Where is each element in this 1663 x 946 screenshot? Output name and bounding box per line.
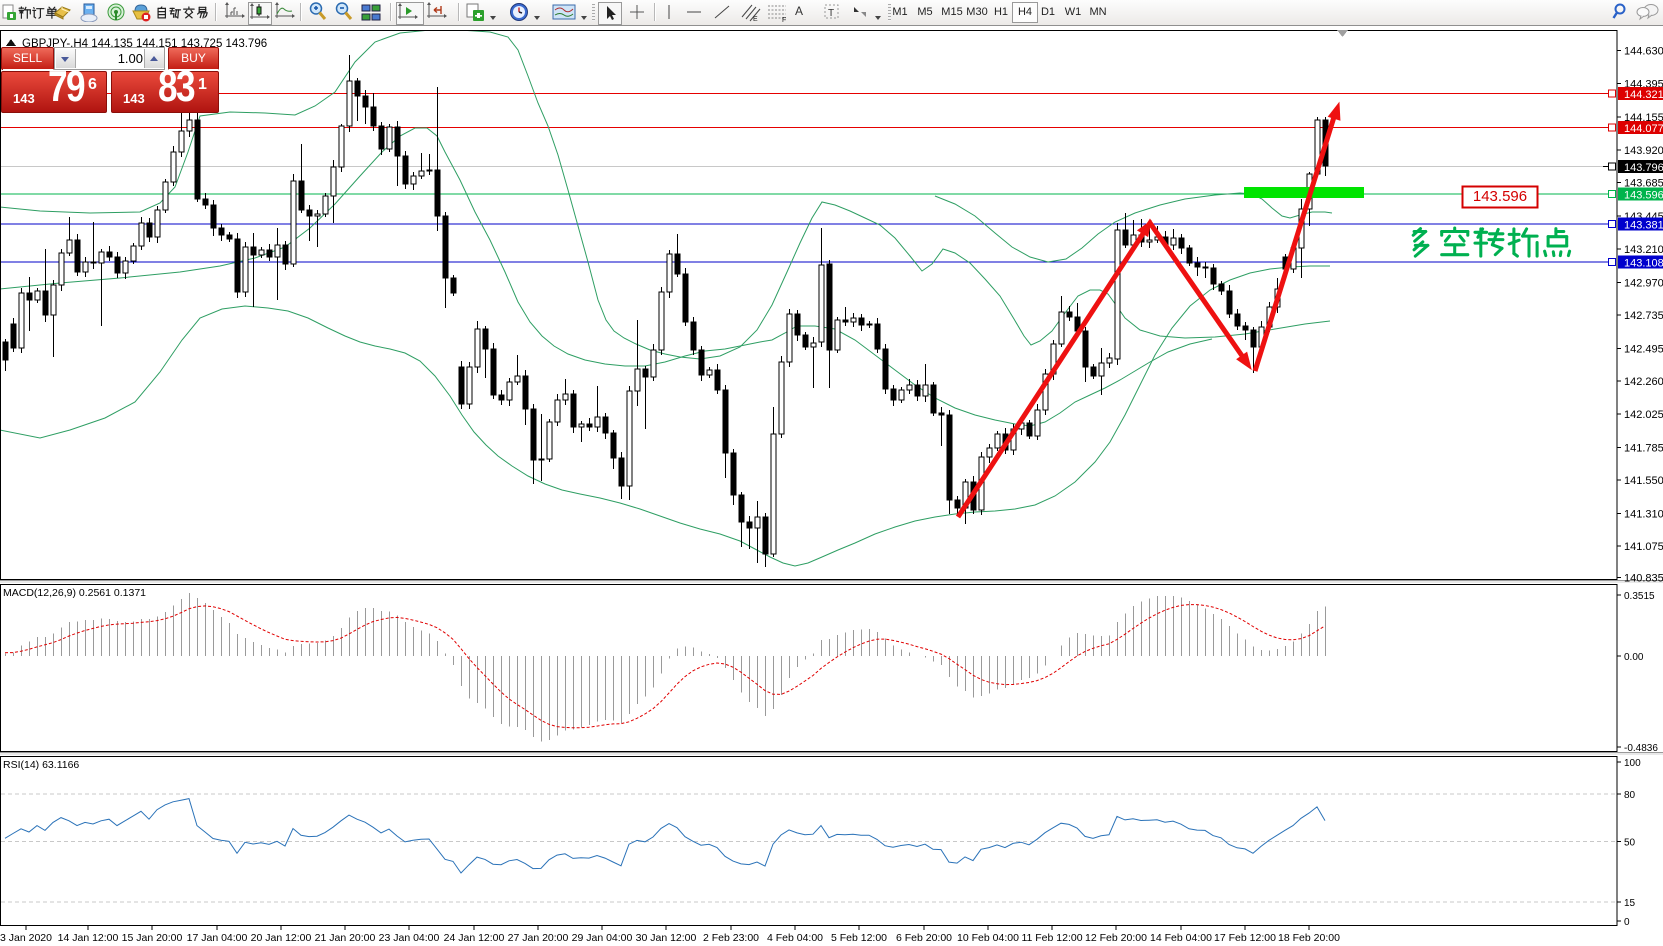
svg-text:17 Jan 04:00: 17 Jan 04:00 [187,932,248,944]
svg-text:E: E [753,16,758,23]
svg-text:27 Jan 20:00: 27 Jan 20:00 [508,932,569,944]
svg-text:21 Jan 20:00: 21 Jan 20:00 [315,932,376,944]
svg-text:18 Feb 20:00: 18 Feb 20:00 [1278,932,1340,944]
svg-text:143.920: 143.920 [1624,145,1663,157]
svg-text:143.596: 143.596 [1624,190,1663,202]
svg-text:80: 80 [1624,790,1636,801]
svg-text:3 Jan 2020: 3 Jan 2020 [0,932,52,944]
svg-text:0: 0 [1624,917,1630,928]
svg-text:RSI(14) 63.1166: RSI(14) 63.1166 [3,759,79,771]
svg-text:2 Feb 23:00: 2 Feb 23:00 [703,932,759,944]
svg-text:142.970: 142.970 [1624,277,1663,289]
svg-text:142.025: 142.025 [1624,409,1663,421]
svg-text:29 Jan 04:00: 29 Jan 04:00 [572,932,633,944]
svg-text:141.310: 141.310 [1624,508,1663,520]
svg-text:141.075: 141.075 [1624,541,1663,553]
svg-text:144.630: 144.630 [1624,45,1663,57]
svg-text:144.077: 144.077 [1624,123,1663,135]
svg-text:141.785: 141.785 [1624,442,1663,454]
svg-text:14 Feb 04:00: 14 Feb 04:00 [1150,932,1212,944]
svg-text:17 Feb 12:00: 17 Feb 12:00 [1214,932,1276,944]
svg-text:14 Jan 12:00: 14 Jan 12:00 [58,932,119,944]
svg-text:0.00: 0.00 [1624,652,1644,663]
svg-text:20 Jan 12:00: 20 Jan 12:00 [251,932,312,944]
svg-text:140.835: 140.835 [1624,573,1663,585]
svg-text:141.550: 141.550 [1624,475,1663,487]
svg-text:143.796: 143.796 [1624,162,1663,174]
svg-text:143.596: 143.596 [1473,188,1527,205]
svg-text:143.108: 143.108 [1624,258,1663,270]
svg-text:0.3515: 0.3515 [1624,591,1655,602]
svg-text:5 Feb 12:00: 5 Feb 12:00 [831,932,887,944]
svg-text:11 Feb 12:00: 11 Feb 12:00 [1021,932,1082,944]
svg-text:4 Feb 04:00: 4 Feb 04:00 [767,932,823,944]
svg-text:50: 50 [1624,838,1636,849]
svg-text:142.735: 142.735 [1624,310,1663,322]
svg-text:100: 100 [1624,758,1641,769]
svg-text:T: T [828,8,834,19]
svg-text:143.381: 143.381 [1624,220,1663,232]
svg-text:142.495: 142.495 [1624,344,1663,356]
svg-text:143.685: 143.685 [1624,178,1663,190]
svg-text:24 Jan 12:00: 24 Jan 12:00 [444,932,505,944]
svg-text:-0.4836: -0.4836 [1624,743,1658,754]
svg-text:15 Jan 20:00: 15 Jan 20:00 [122,932,183,944]
svg-text:143.210: 143.210 [1624,244,1663,256]
svg-text:23 Jan 04:00: 23 Jan 04:00 [379,932,440,944]
svg-text:144.321: 144.321 [1624,89,1663,101]
svg-text:6 Feb 20:00: 6 Feb 20:00 [896,932,952,944]
svg-text:10 Feb 04:00: 10 Feb 04:00 [957,932,1019,944]
svg-text:F: F [782,17,786,23]
svg-text:MACD(12,26,9) 0.2561 0.1371: MACD(12,26,9) 0.2561 0.1371 [3,587,146,599]
svg-text:15: 15 [1624,898,1636,909]
svg-text:30 Jan 12:00: 30 Jan 12:00 [636,932,697,944]
svg-text:12 Feb 20:00: 12 Feb 20:00 [1085,932,1147,944]
svg-text:142.260: 142.260 [1624,376,1663,388]
